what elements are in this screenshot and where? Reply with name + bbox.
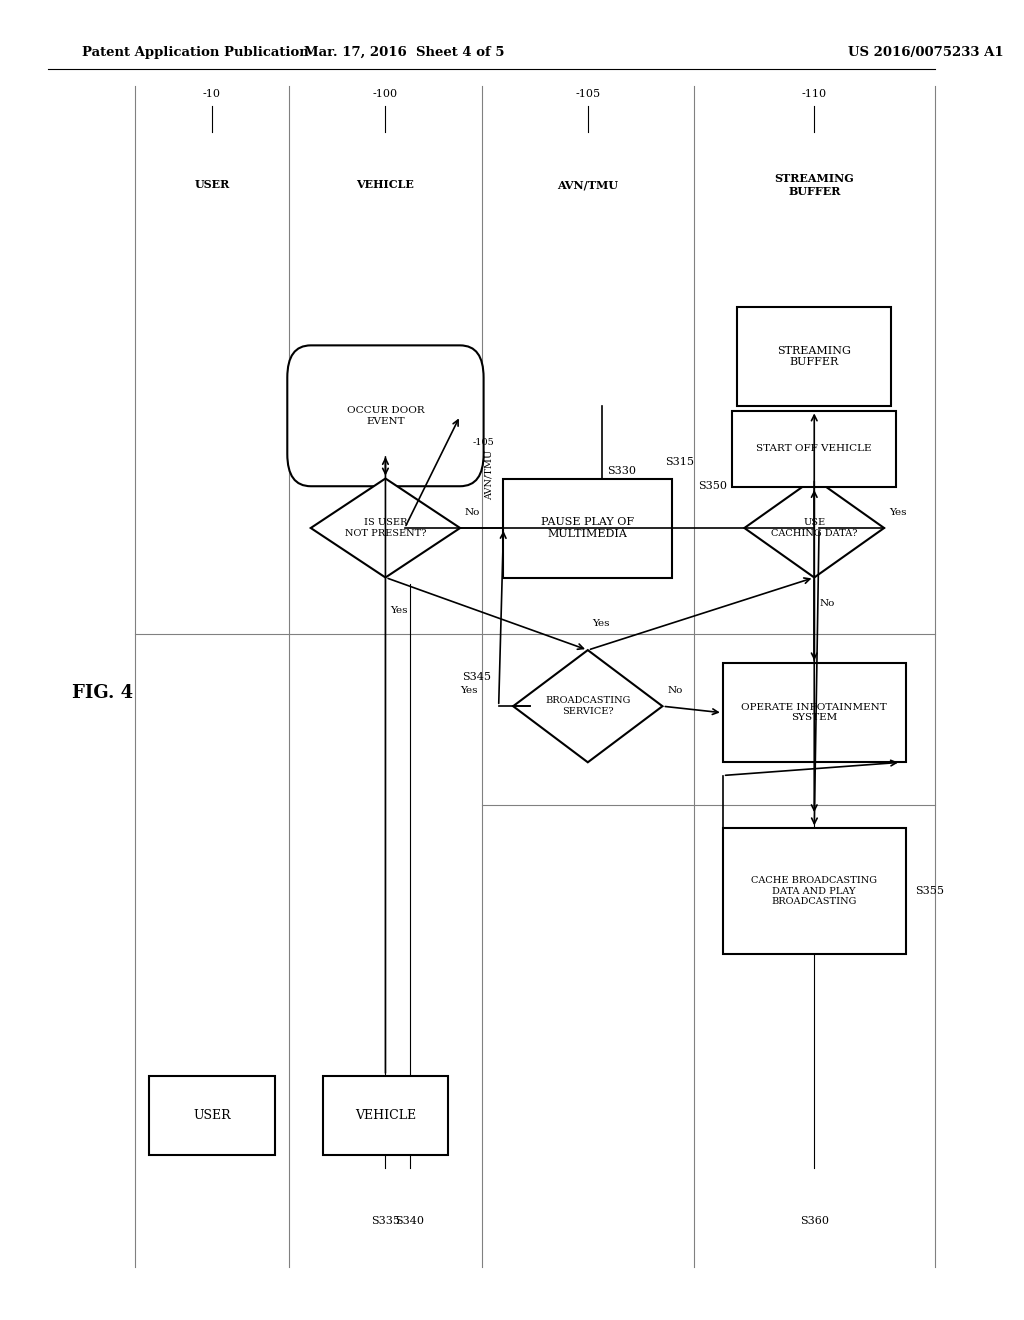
FancyBboxPatch shape (150, 1076, 274, 1155)
Text: Yes: Yes (889, 508, 906, 516)
Text: S335: S335 (371, 1216, 400, 1226)
Text: USER: USER (195, 180, 229, 190)
Polygon shape (744, 479, 884, 578)
Text: Patent Application Publication: Patent Application Publication (82, 46, 308, 59)
FancyBboxPatch shape (732, 411, 896, 487)
Text: No: No (819, 599, 835, 609)
Text: IS USER
NOT PRESENT?: IS USER NOT PRESENT? (345, 519, 426, 537)
Text: -10: -10 (203, 88, 221, 99)
FancyBboxPatch shape (504, 479, 672, 578)
Text: -105: -105 (575, 88, 600, 99)
Text: VEHICLE: VEHICLE (355, 1109, 416, 1122)
Text: VEHICLE: VEHICLE (356, 180, 415, 190)
FancyBboxPatch shape (737, 308, 891, 407)
Text: Mar. 17, 2016  Sheet 4 of 5: Mar. 17, 2016 Sheet 4 of 5 (304, 46, 505, 59)
Text: AVN/TMU: AVN/TMU (557, 180, 618, 190)
Text: No: No (465, 508, 480, 516)
Text: S315: S315 (665, 457, 694, 467)
Text: Yes: Yes (460, 686, 477, 694)
Text: AVN/TMU: AVN/TMU (484, 450, 494, 500)
Text: S350: S350 (698, 480, 728, 491)
FancyBboxPatch shape (723, 663, 906, 762)
FancyBboxPatch shape (288, 346, 483, 486)
Text: -105: -105 (472, 438, 494, 446)
Text: Yes: Yes (390, 606, 408, 615)
FancyBboxPatch shape (723, 829, 906, 953)
Text: STREAMING
BUFFER: STREAMING BUFFER (774, 173, 854, 197)
Text: US 2016/0075233 A1: US 2016/0075233 A1 (848, 46, 1004, 59)
Text: PAUSE PLAY OF
MULTIMEDIA: PAUSE PLAY OF MULTIMEDIA (542, 517, 634, 539)
Text: USER: USER (194, 1109, 230, 1122)
Text: BROADCASTING
SERVICE?: BROADCASTING SERVICE? (545, 697, 631, 715)
FancyBboxPatch shape (323, 1076, 449, 1155)
Text: -100: -100 (373, 88, 398, 99)
Text: USE
CACHING DATA?: USE CACHING DATA? (771, 519, 857, 537)
Text: -110: -110 (802, 88, 826, 99)
Text: S340: S340 (395, 1216, 424, 1226)
Polygon shape (310, 479, 460, 578)
Text: START OFF VEHICLE: START OFF VEHICLE (757, 445, 872, 453)
Text: FIG. 4: FIG. 4 (73, 684, 133, 702)
Text: OPERATE INFOTAINMENT
SYSTEM: OPERATE INFOTAINMENT SYSTEM (741, 704, 887, 722)
Text: STREAMING
BUFFER: STREAMING BUFFER (777, 346, 851, 367)
Text: S360: S360 (800, 1216, 828, 1226)
Text: S345: S345 (463, 672, 492, 682)
Text: CACHE BROADCASTING
DATA AND PLAY
BROADCASTING: CACHE BROADCASTING DATA AND PLAY BROADCA… (752, 876, 878, 906)
Text: Yes: Yes (593, 619, 610, 628)
Text: No: No (668, 686, 683, 694)
Polygon shape (513, 649, 663, 762)
Text: S330: S330 (607, 466, 636, 477)
Text: OCCUR DOOR
EVENT: OCCUR DOOR EVENT (347, 407, 424, 425)
Text: S355: S355 (915, 886, 944, 896)
